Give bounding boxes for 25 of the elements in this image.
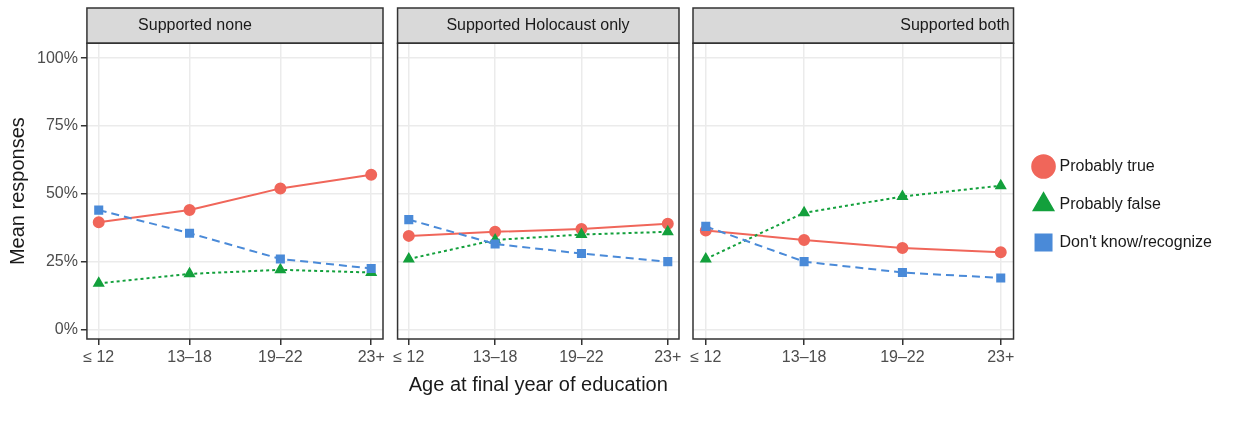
legend-label: Probably true <box>1059 156 1155 174</box>
x-tick-label: 23+ <box>987 348 1015 366</box>
x-tick-label: 13–18 <box>472 348 518 366</box>
x-tick-label: 19–22 <box>559 348 604 366</box>
x-tick-label: 19–22 <box>880 348 925 366</box>
x-tick-label: 19–22 <box>258 348 303 366</box>
y-tick-label: 25% <box>45 252 78 270</box>
chart-title: Supported none <box>138 16 253 34</box>
x-tick-label: ≤ 12 <box>690 348 722 366</box>
x-tick-label: 23+ <box>654 348 682 366</box>
y-tick-label: 75% <box>45 116 78 134</box>
x-tick-label: 13–18 <box>781 348 827 366</box>
y-tick-label: 50% <box>45 184 78 202</box>
x-tick-label: ≤ 12 <box>83 348 115 366</box>
chart-title: Supported Holocaust only <box>446 16 630 34</box>
legend-label: Probably false <box>1059 194 1162 212</box>
x-axis-title: Age at final year of education <box>408 372 668 395</box>
x-tick-label: ≤ 12 <box>393 348 425 366</box>
x-tick-label: 13–18 <box>167 348 212 366</box>
legend-label: Don't know/recognize <box>1059 232 1213 250</box>
chart-title: Supported both <box>900 16 1010 34</box>
y-axis-title: Mean responses <box>5 117 28 266</box>
y-tick-label: 0% <box>54 319 78 337</box>
y-tick-label: 100% <box>37 48 78 66</box>
x-tick-label: 23+ <box>357 348 385 366</box>
